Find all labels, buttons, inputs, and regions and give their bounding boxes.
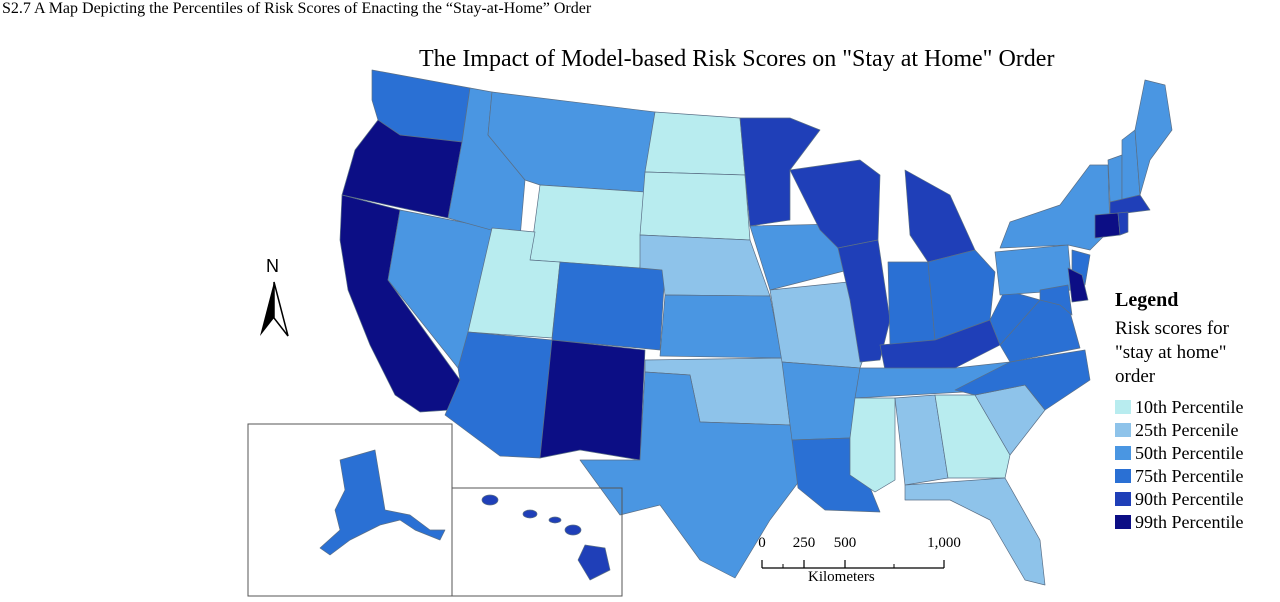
map-title: The Impact of Model-based Risk Scores on… [419, 46, 1055, 72]
state-wyoming [529, 184, 646, 269]
north-arrow-icon [260, 281, 289, 337]
state-louisiana [791, 437, 881, 513]
state-vermont [1107, 154, 1123, 203]
state-mississippi [849, 397, 896, 493]
legend-item: 75th Percentile [1115, 464, 1280, 487]
legend: Legend Risk scores for "stay at home" or… [1115, 287, 1280, 533]
legend-label: 75th Percentile [1135, 465, 1244, 486]
state-georgia [934, 394, 1011, 479]
state-arkansas [781, 361, 861, 441]
state-north-carolina [954, 349, 1091, 411]
scale-tick-label: 1,000 [927, 535, 961, 551]
state-hawaii-oahu [522, 509, 538, 519]
state-hawaii-big-island [577, 544, 611, 581]
state-minnesota [739, 117, 821, 227]
state-hawaii-kauai [481, 494, 499, 506]
legend-item: 90th Percentile [1115, 487, 1280, 510]
hawaii-inset-frame [451, 487, 623, 597]
scale-tick-label: 0 [758, 535, 766, 551]
legend-title: Legend [1115, 289, 1179, 311]
scale-bar: 0 250 500 1,000 Kilometers [748, 534, 978, 590]
legend-label: 10th Percentile [1135, 396, 1244, 417]
state-connecticut [1094, 212, 1121, 239]
state-kansas [659, 294, 783, 359]
state-hawaii-maui [564, 524, 582, 536]
legend-swatch [1115, 399, 1131, 414]
legend-label: 99th Percentile [1135, 511, 1244, 532]
legend-label: 90th Percentile [1135, 488, 1244, 509]
state-delaware [1067, 267, 1089, 303]
state-texas [579, 371, 801, 579]
state-rhode-island [1117, 211, 1129, 236]
state-new-mexico [539, 339, 646, 461]
state-alaska [319, 449, 446, 556]
scale-units: Kilometers [808, 569, 875, 585]
scale-bar-graphic [761, 560, 945, 569]
state-massachusetts [1109, 194, 1151, 216]
legend-swatch [1115, 445, 1131, 460]
figure-caption: S2.7 A Map Depicting the Percentiles of … [2, 0, 592, 17]
legend-item: 10th Percentile [1115, 395, 1280, 418]
state-indiana [887, 261, 936, 346]
scale-tick-label: 250 [792, 535, 816, 551]
legend-swatch [1115, 491, 1131, 506]
legend-label: 50th Percentile [1135, 442, 1244, 463]
state-hawaii-molokai [548, 516, 562, 524]
legend-item: 25th Percenile [1115, 418, 1280, 441]
state-south-dakota [639, 171, 751, 241]
legend-swatch [1115, 468, 1131, 483]
state-north-dakota [644, 111, 746, 176]
legend-label: 25th Percenile [1135, 419, 1239, 440]
state-michigan [904, 169, 976, 263]
state-ohio [927, 249, 996, 341]
legend-items: 10th Percentile 25th Percenile 50th Perc… [1115, 395, 1280, 533]
legend-subtitle: Risk scores for "stay at home" order [1115, 318, 1229, 387]
scale-tick-label: 500 [833, 535, 857, 551]
legend-item: 99th Percentile [1115, 510, 1280, 533]
state-new-york [999, 164, 1111, 251]
state-florida [904, 477, 1046, 586]
legend-item: 50th Percentile [1115, 441, 1280, 464]
legend-swatch [1115, 514, 1131, 529]
legend-swatch [1115, 422, 1131, 437]
state-maryland [1039, 284, 1073, 316]
state-illinois [837, 239, 891, 363]
state-maine [1134, 79, 1173, 196]
north-label: N [266, 256, 279, 276]
state-colorado [551, 261, 666, 351]
